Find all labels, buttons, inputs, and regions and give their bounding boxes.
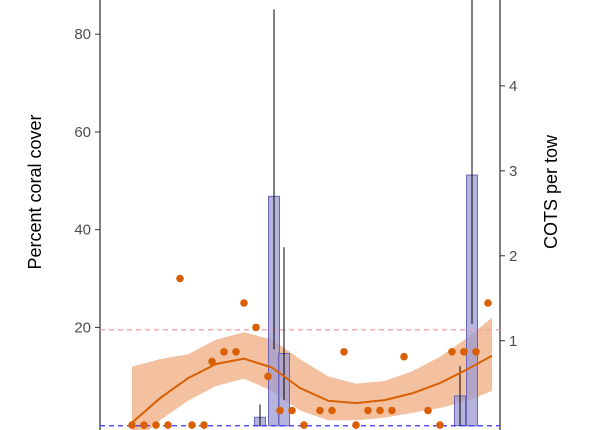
coral-cover-points-layer	[128, 274, 492, 429]
coral-point-10	[232, 348, 240, 356]
coral-point-23	[388, 406, 396, 415]
right-y-axis: 1 2 3 4	[500, 78, 517, 350]
coral-point-21	[364, 406, 372, 415]
coral-point-8	[208, 357, 216, 366]
left-axis-title: Percent coral cover	[25, 114, 45, 269]
left-y-axis: 20 40 60 80	[74, 26, 100, 336]
coral-point-28	[460, 348, 468, 356]
left-tick-label-20: 20	[74, 319, 91, 336]
coral-point-19	[340, 348, 348, 356]
plot-area	[99, 0, 501, 430]
coral-point-1	[128, 421, 136, 429]
right-tick-label-3: 3	[509, 163, 517, 180]
right-tick-label-1: 1	[509, 333, 517, 350]
coral-point-17	[316, 406, 324, 415]
coral-point-4	[164, 421, 172, 429]
right-tick-label-4: 4	[509, 78, 517, 95]
coral-point-24	[400, 352, 408, 361]
coral-point-9	[220, 348, 228, 356]
right-tick-label-2: 2	[509, 248, 517, 265]
coral-point-7	[200, 421, 208, 429]
coral-point-25	[424, 406, 432, 415]
coral-point-6	[188, 421, 196, 429]
coral-point-29	[472, 348, 480, 356]
coral-point-3	[152, 421, 160, 429]
coral-point-27	[448, 348, 456, 356]
coral-point-14	[276, 406, 284, 415]
coral-point-26	[436, 421, 444, 429]
smooth-confidence-band	[132, 317, 492, 430]
coral-point-30	[484, 299, 492, 307]
left-tick-label-40: 40	[74, 222, 91, 239]
right-axis-title: COTS per tow	[541, 134, 561, 249]
smooth-trend-layer	[131, 354, 493, 424]
coral-point-13	[264, 372, 272, 381]
left-tick-label-60: 60	[74, 124, 91, 141]
coral-point-2	[140, 421, 148, 429]
coral-point-16	[300, 421, 308, 429]
coral-point-18	[328, 406, 336, 415]
confidence-ribbon	[132, 317, 492, 430]
left-tick-label-80: 80	[74, 26, 91, 43]
coral-point-12	[252, 323, 260, 332]
coral-point-15	[288, 406, 296, 415]
coral-point-11	[240, 299, 248, 307]
cots-error-bars-layer	[259, 0, 473, 426]
coral-point-5	[176, 274, 184, 283]
coral-point-20	[352, 421, 360, 429]
smooth-trend-line	[131, 354, 493, 424]
coral-point-22	[376, 406, 384, 415]
